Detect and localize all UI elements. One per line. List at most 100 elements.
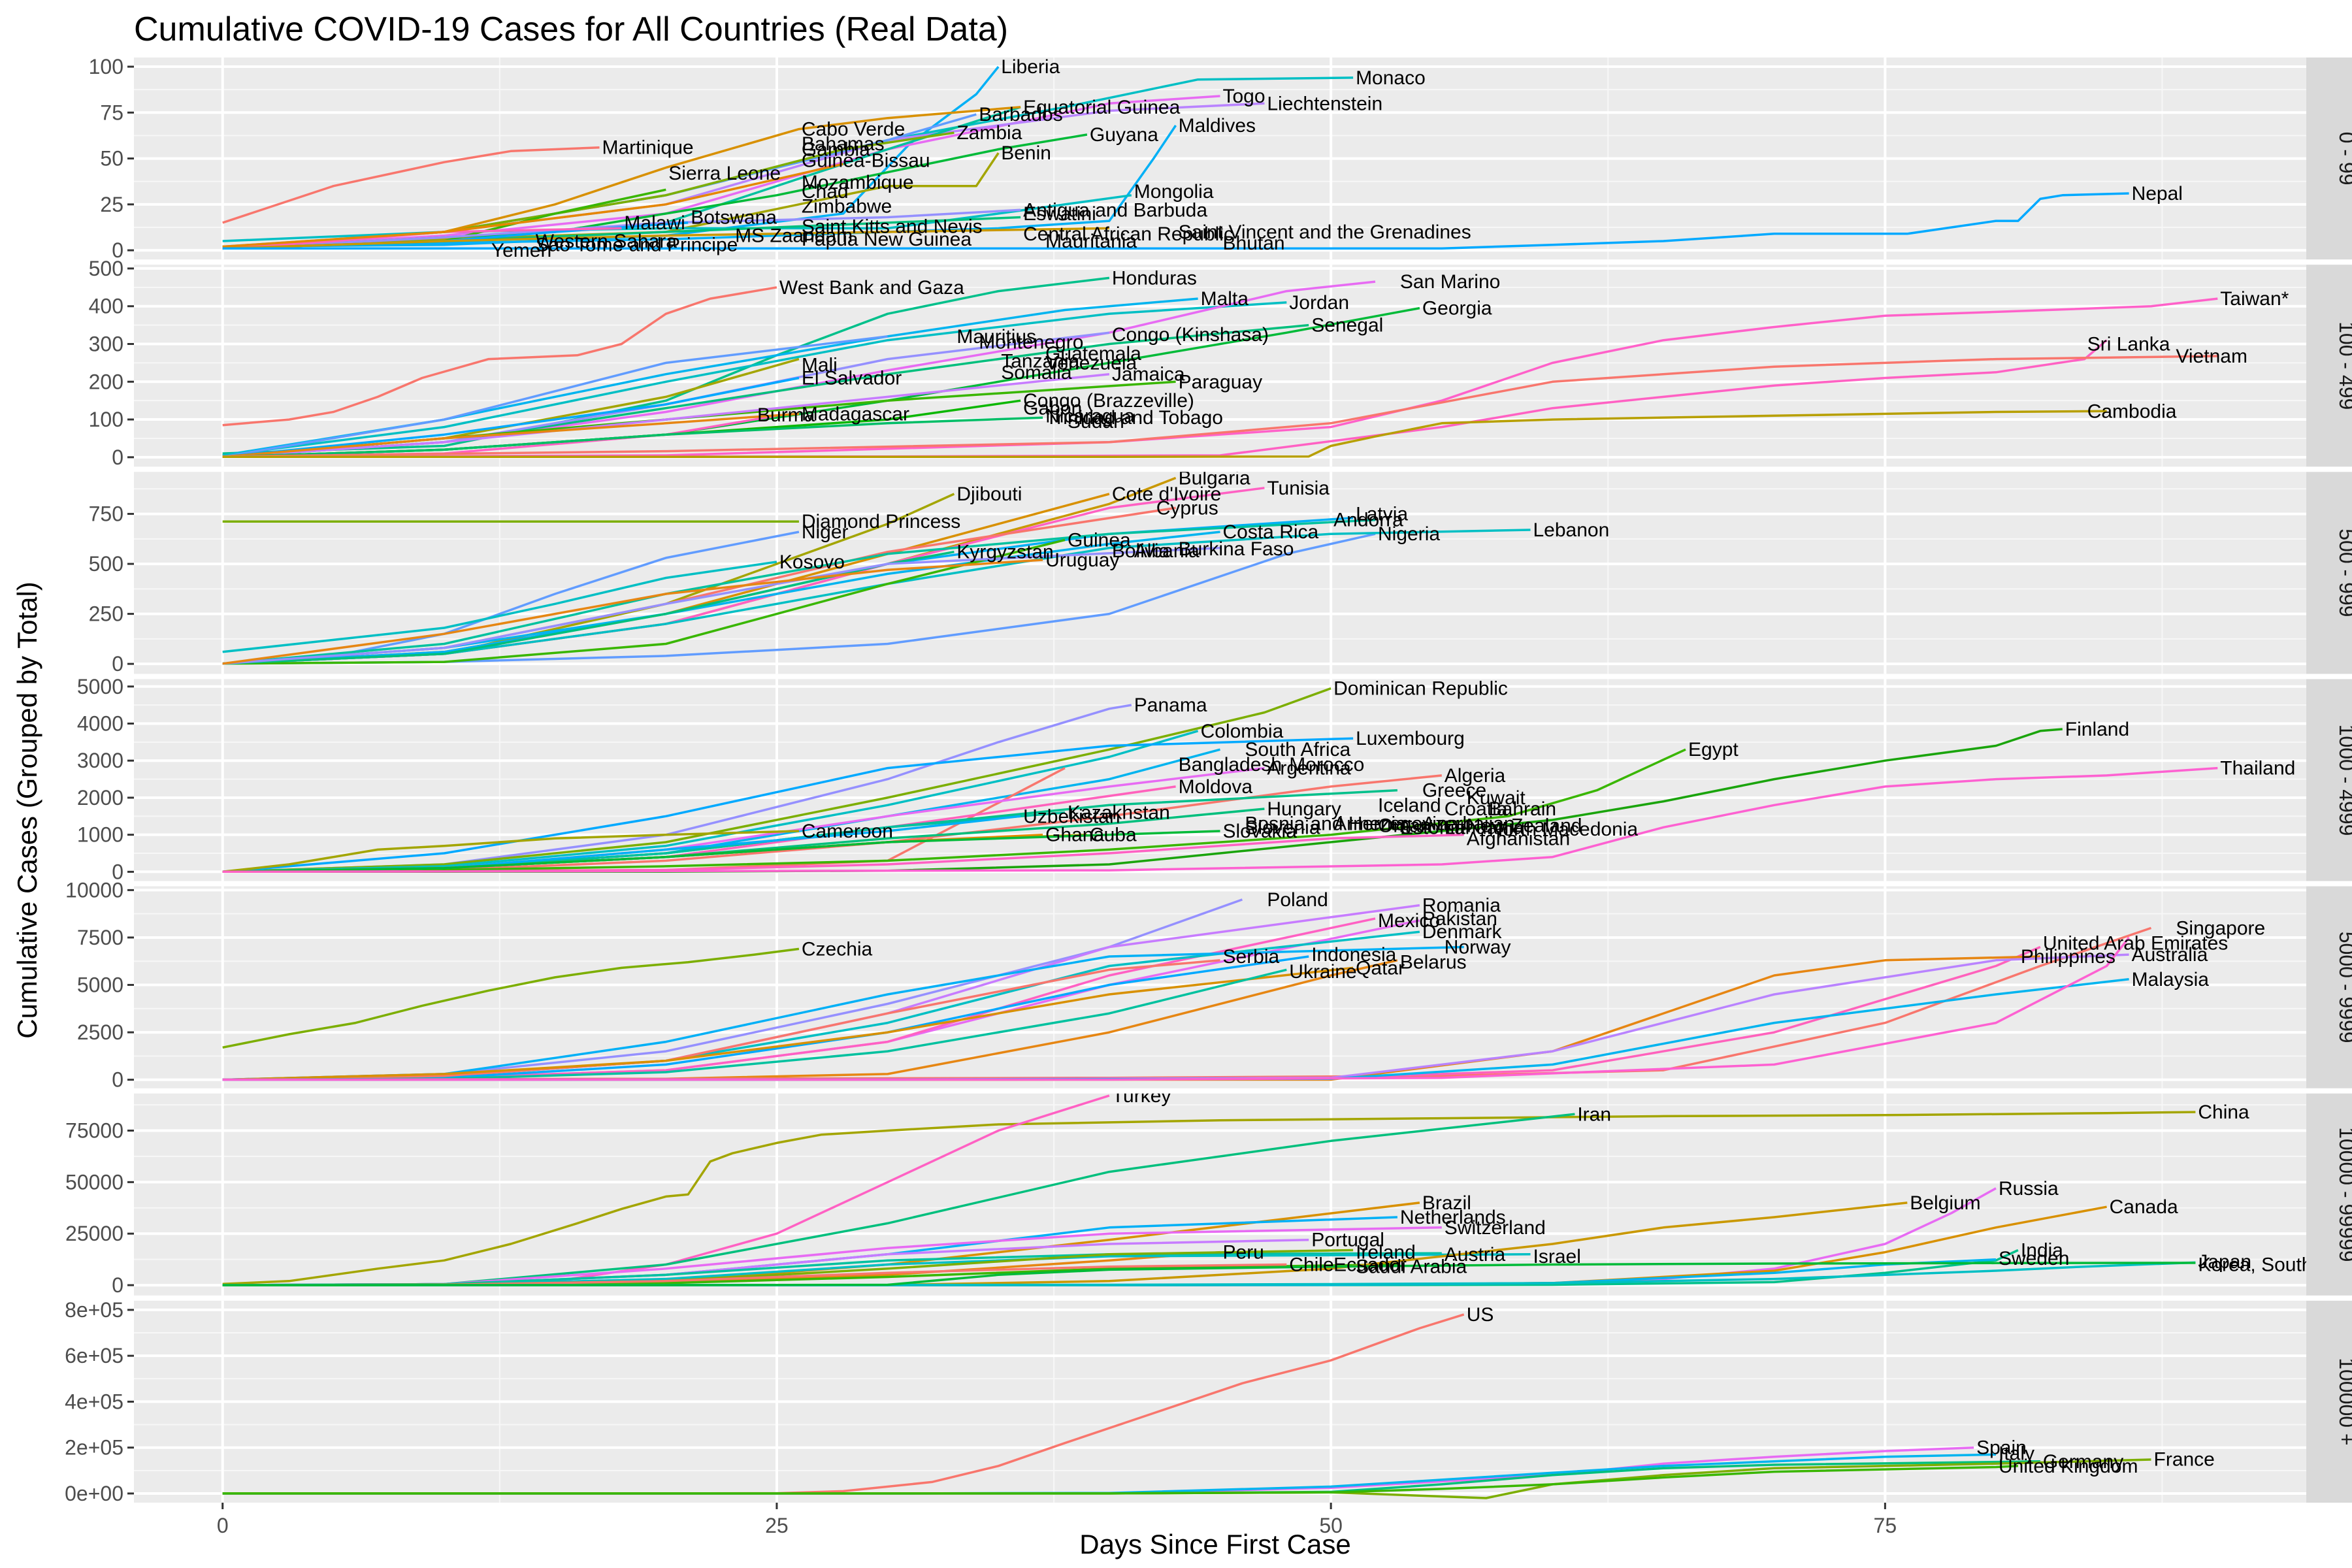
country-label: Paraguay: [1179, 371, 1262, 393]
country-label: Serbia: [1223, 946, 1280, 968]
country-label: Congo (Brazzeville): [1023, 390, 1194, 412]
country-label: Bulgaria: [1179, 467, 1250, 489]
country-label: Georgia: [1422, 298, 1492, 319]
y-tick-label: 250: [89, 602, 123, 626]
country-label: Trinidad and Tobago: [1045, 407, 1223, 429]
country-label: Kazakhstan: [1068, 802, 1170, 824]
country-label: Singapore: [2176, 917, 2265, 939]
y-tick-label: 100: [89, 55, 123, 78]
series-line: [222, 335, 888, 459]
series-line: [222, 550, 955, 665]
country-label: Philippines: [2021, 946, 2115, 968]
series-line: [222, 546, 1220, 665]
country-label: Saint Vincent and the Grenadines: [1179, 221, 1471, 243]
y-tick-label: 50: [100, 147, 123, 171]
y-tick-label: 5000: [77, 675, 123, 698]
country-label: Madagascar: [802, 403, 909, 425]
country-label: Andorra: [1333, 510, 1403, 531]
country-label: Togo: [1223, 86, 1266, 107]
country-label: US: [1467, 1304, 1494, 1326]
y-tick-label: 3000: [77, 749, 123, 772]
label-group: Dominican Republic Panama Colombia Luxembou…: [802, 678, 2296, 849]
country-label: Monaco: [1356, 67, 1426, 89]
facet-strip-label: 5000 - 9999: [2335, 932, 2352, 1043]
series-line: [222, 830, 1220, 874]
y-tick-label: 25: [100, 193, 123, 216]
label-group: Liberia Monaco Togo Liechtenstein Equatorial…: [491, 57, 2183, 259]
y-tick-label: 4e+05: [65, 1390, 123, 1413]
y-tick-label: 0e+00: [65, 1482, 123, 1505]
y-tick-label: 2e+05: [65, 1436, 123, 1460]
y-tick-label: 0: [112, 652, 123, 676]
series-line: [222, 286, 777, 427]
country-label: Nicaragua: [1045, 405, 1135, 427]
y-tick-label: 500: [89, 257, 123, 280]
country-label: Tanzania: [1001, 350, 1079, 372]
country-label: Armenia: [1333, 813, 1407, 835]
country-label: San Marino: [1400, 271, 1500, 293]
country-label: Mongolia: [1134, 181, 1214, 203]
country-label: Zimbabwe: [802, 196, 892, 218]
country-label: France: [2154, 1448, 2215, 1470]
y-tick-label: 50000: [65, 1170, 123, 1194]
country-label: Kuwait: [1467, 787, 1526, 809]
series-line: [222, 95, 1220, 250]
y-tick-label: 5000: [77, 973, 123, 997]
country-label: Iceland: [1378, 794, 1441, 816]
y-tick-label: 2500: [77, 1021, 123, 1044]
country-label: Cabo Verde: [802, 119, 905, 140]
country-label: Poland: [1267, 889, 1328, 911]
chart-title: Cumulative COVID-19 Cases for All Countr…: [134, 10, 1008, 48]
country-label: Croatia: [1445, 798, 1508, 820]
country-label: Bahrain: [1489, 798, 1556, 820]
country-label: Niger: [802, 521, 849, 543]
country-label: Switzerland: [1445, 1217, 1546, 1239]
country-label: Canada: [2110, 1196, 2178, 1218]
country-label: Nepal: [2132, 183, 2183, 204]
country-label: Benin: [1001, 142, 1051, 164]
series-line: [222, 830, 799, 874]
country-label: Algeria: [1445, 765, 1506, 787]
country-label: Korea, South: [2198, 1254, 2312, 1276]
facet-panel: 0 250 500 750 500 - 999 Djibouti Bulgaria Tunis…: [89, 467, 2352, 676]
country-label: Montenegro: [979, 332, 1083, 353]
country-label: Brazil: [1422, 1192, 1471, 1214]
series-line: [222, 561, 777, 653]
country-label: Dominican Republic: [1333, 678, 1508, 700]
facet-strip: [2306, 265, 2352, 467]
facet-panels: 0 25 50 75 100 0 - 99 Liberia Monaco TogoLiechte…: [65, 55, 2352, 1505]
y-tick-label: 1000: [77, 823, 123, 847]
country-label: MS Zaandam: [735, 225, 853, 247]
country-label: Cambodia: [2087, 400, 2177, 422]
y-axis-title: Cumulative Cases (Grouped by Total): [12, 581, 42, 1039]
y-tick-label: 300: [89, 332, 123, 355]
country-label: Portugal: [1311, 1230, 1384, 1251]
facet-strip-label: 100000 +: [2335, 1358, 2352, 1445]
country-label: Turkey: [1112, 1085, 1171, 1107]
country-label: Sao Tome and Principe: [536, 235, 738, 256]
series-line: [222, 227, 1109, 250]
country-label: Uruguay: [1045, 549, 1119, 571]
country-label: China: [2198, 1102, 2249, 1123]
series-line: [222, 559, 1043, 665]
panel-background: [134, 679, 2306, 881]
x-tick-label: 0: [217, 1514, 229, 1537]
series-line: [222, 936, 2130, 1081]
country-label: Sierra Leone: [668, 163, 781, 184]
country-label: Western Sahara: [536, 231, 678, 252]
country-label: West Bank and Gaza: [779, 277, 964, 299]
country-label: Chile: [1289, 1254, 1333, 1276]
series-line: [222, 416, 1043, 459]
series-line: [222, 376, 800, 459]
country-label: United Kingdom: [1999, 1456, 2138, 1477]
country-label: Spain: [1976, 1437, 2027, 1459]
series-line: [222, 410, 2107, 459]
y-tick-label: 0: [112, 238, 123, 262]
facet-strip: [2306, 1093, 2352, 1296]
series-group: [222, 476, 1531, 665]
country-label: Malta: [1201, 288, 1249, 310]
country-label: Luxembourg: [1356, 728, 1465, 749]
country-label: Bahamas: [802, 133, 885, 155]
country-label: Qatar: [1356, 957, 1405, 979]
